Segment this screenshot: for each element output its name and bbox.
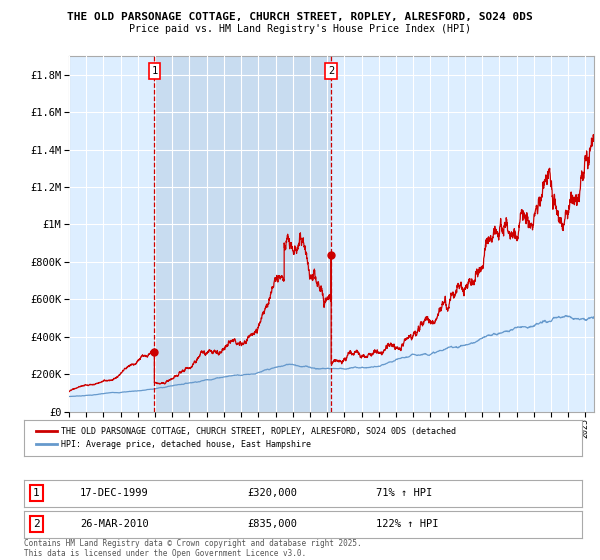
Text: 1: 1 — [151, 66, 158, 76]
Text: 122% ↑ HPI: 122% ↑ HPI — [376, 519, 438, 529]
Bar — [154, 56, 331, 412]
Text: 17-DEC-1999: 17-DEC-1999 — [80, 488, 149, 498]
Text: £320,000: £320,000 — [247, 488, 297, 498]
Text: 2: 2 — [33, 519, 40, 529]
Text: 71% ↑ HPI: 71% ↑ HPI — [376, 488, 432, 498]
Text: Contains HM Land Registry data © Crown copyright and database right 2025.
This d: Contains HM Land Registry data © Crown c… — [24, 539, 362, 558]
Text: 2: 2 — [328, 66, 334, 76]
Text: Price paid vs. HM Land Registry's House Price Index (HPI): Price paid vs. HM Land Registry's House … — [129, 24, 471, 34]
Text: 1: 1 — [33, 488, 40, 498]
Text: £835,000: £835,000 — [247, 519, 297, 529]
Legend: THE OLD PARSONAGE COTTAGE, CHURCH STREET, ROPLEY, ALRESFORD, SO24 0DS (detached,: THE OLD PARSONAGE COTTAGE, CHURCH STREET… — [34, 424, 459, 452]
Text: 26-MAR-2010: 26-MAR-2010 — [80, 519, 149, 529]
Text: THE OLD PARSONAGE COTTAGE, CHURCH STREET, ROPLEY, ALRESFORD, SO24 0DS: THE OLD PARSONAGE COTTAGE, CHURCH STREET… — [67, 12, 533, 22]
